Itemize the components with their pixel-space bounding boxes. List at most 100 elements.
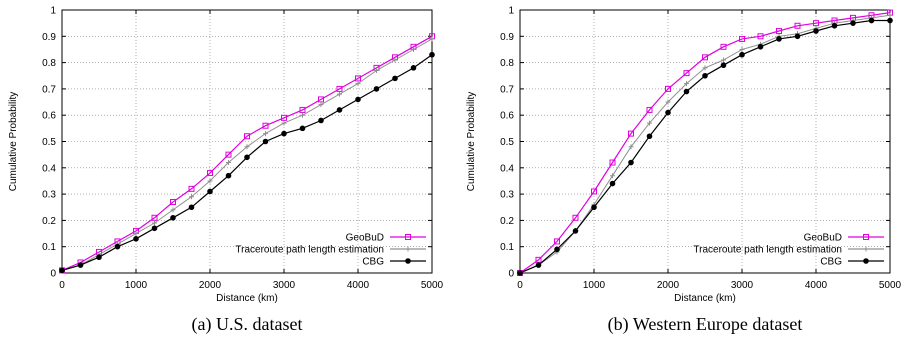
y-axis-label: Cumulative Probability bbox=[8, 92, 19, 192]
x-tick-label: 2000 bbox=[657, 280, 680, 291]
data-point bbox=[591, 188, 597, 195]
data-point bbox=[554, 246, 560, 253]
legend-label: Traceroute path length estimation bbox=[235, 245, 384, 256]
data-point bbox=[170, 214, 176, 221]
data-point bbox=[281, 114, 287, 121]
y-tick-label: 1 bbox=[508, 6, 514, 17]
x-axis-label: Distance (km) bbox=[674, 293, 736, 304]
data-point bbox=[281, 120, 287, 126]
data-point bbox=[887, 17, 893, 24]
data-point bbox=[299, 106, 306, 113]
data-point bbox=[609, 180, 616, 187]
y-tick-label: 0.5 bbox=[42, 137, 56, 148]
legend-swatch-marker bbox=[405, 258, 411, 264]
data-point bbox=[757, 44, 764, 50]
y-tick-label: 0.9 bbox=[500, 32, 514, 43]
data-point bbox=[572, 214, 579, 221]
data-point bbox=[739, 51, 745, 58]
y-tick-label: 0.7 bbox=[42, 84, 56, 95]
data-point bbox=[207, 170, 213, 177]
data-point bbox=[170, 198, 176, 205]
data-point bbox=[850, 20, 856, 26]
data-point bbox=[887, 12, 893, 18]
y-tick-label: 0.7 bbox=[500, 84, 514, 95]
data-point bbox=[207, 178, 213, 184]
panel-b: 0 0.1 0.2 0.3 0.4 0.5 0.6 0.7 0.8 0.9 1 0 1000 2000 30… bbox=[466, 6, 902, 336]
legend-label: CBG bbox=[362, 257, 384, 268]
y-tick-label: 0 bbox=[50, 269, 56, 280]
x-tick-label: 4000 bbox=[805, 280, 828, 291]
data-point bbox=[794, 33, 801, 40]
y-tick-label: 1 bbox=[50, 6, 56, 17]
data-point bbox=[739, 46, 745, 52]
y-tick-label: 0.4 bbox=[42, 163, 56, 174]
data-point bbox=[628, 130, 634, 137]
data-point bbox=[207, 188, 213, 195]
data-point bbox=[665, 109, 671, 116]
x-tick-label: 4000 bbox=[347, 280, 370, 291]
grid bbox=[62, 10, 432, 273]
x-tick-label: 2000 bbox=[199, 280, 222, 291]
data-point bbox=[337, 91, 342, 97]
data-point bbox=[133, 236, 139, 242]
data-point bbox=[831, 22, 838, 29]
panel-caption: (b) Western Europe dataset bbox=[608, 314, 803, 335]
data-point bbox=[429, 51, 435, 58]
data-point bbox=[299, 125, 306, 132]
y-tick-label: 0.4 bbox=[500, 163, 514, 174]
data-point bbox=[411, 46, 416, 52]
x-tick-label: 0 bbox=[517, 280, 523, 291]
x-tick-label: 3000 bbox=[273, 280, 296, 291]
data-point bbox=[683, 70, 690, 77]
x-tick-label: 5000 bbox=[879, 280, 902, 291]
y-tick-label: 0.1 bbox=[500, 242, 514, 253]
x-tick-label: 1000 bbox=[125, 280, 148, 291]
data-point bbox=[702, 54, 708, 61]
data-point bbox=[374, 67, 379, 73]
data-point bbox=[665, 85, 671, 92]
data-point bbox=[96, 254, 102, 261]
data-point bbox=[262, 122, 269, 129]
grid bbox=[520, 10, 890, 273]
data-point bbox=[868, 17, 875, 24]
data-point bbox=[554, 238, 560, 245]
y-tick-label: 0.6 bbox=[42, 111, 56, 122]
data-point bbox=[572, 228, 579, 234]
data-point bbox=[355, 96, 361, 103]
data-point bbox=[318, 117, 324, 124]
legend-swatch-marker bbox=[863, 258, 869, 264]
data-point bbox=[702, 65, 708, 71]
data-point bbox=[244, 144, 250, 150]
data-point bbox=[392, 75, 398, 82]
y-tick-label: 0.3 bbox=[500, 190, 514, 201]
x-tick-label: 3000 bbox=[731, 280, 754, 291]
data-point bbox=[318, 96, 324, 103]
data-point bbox=[665, 99, 671, 105]
y-tick-label: 0.2 bbox=[500, 216, 514, 227]
data-point bbox=[263, 131, 268, 137]
x-tick-label: 0 bbox=[59, 280, 65, 291]
y-tick-label: 0.5 bbox=[500, 137, 514, 148]
legend-swatch-marker bbox=[405, 234, 411, 240]
y-tick-label: 0 bbox=[508, 269, 514, 280]
data-point bbox=[757, 33, 764, 40]
legend-label: GeoBuD bbox=[804, 233, 842, 244]
legend-label: Traceroute path length estimation bbox=[693, 245, 842, 256]
series-cbg bbox=[59, 51, 435, 274]
data-point bbox=[59, 267, 65, 274]
data-point bbox=[683, 88, 690, 95]
data-point bbox=[226, 160, 231, 166]
x-tick-label: 1000 bbox=[583, 280, 606, 291]
y-tick-label: 0.8 bbox=[500, 58, 514, 69]
data-point bbox=[336, 85, 343, 92]
data-point bbox=[152, 220, 157, 226]
series-line bbox=[519, 12, 891, 274]
y-tick-label: 0.9 bbox=[42, 32, 56, 43]
x-axis-label: Distance (km) bbox=[216, 293, 278, 304]
data-point bbox=[646, 106, 653, 113]
legend-swatch-marker bbox=[405, 246, 411, 252]
legend-label: CBG bbox=[820, 257, 842, 268]
data-point bbox=[720, 43, 727, 50]
series-line bbox=[61, 35, 433, 271]
